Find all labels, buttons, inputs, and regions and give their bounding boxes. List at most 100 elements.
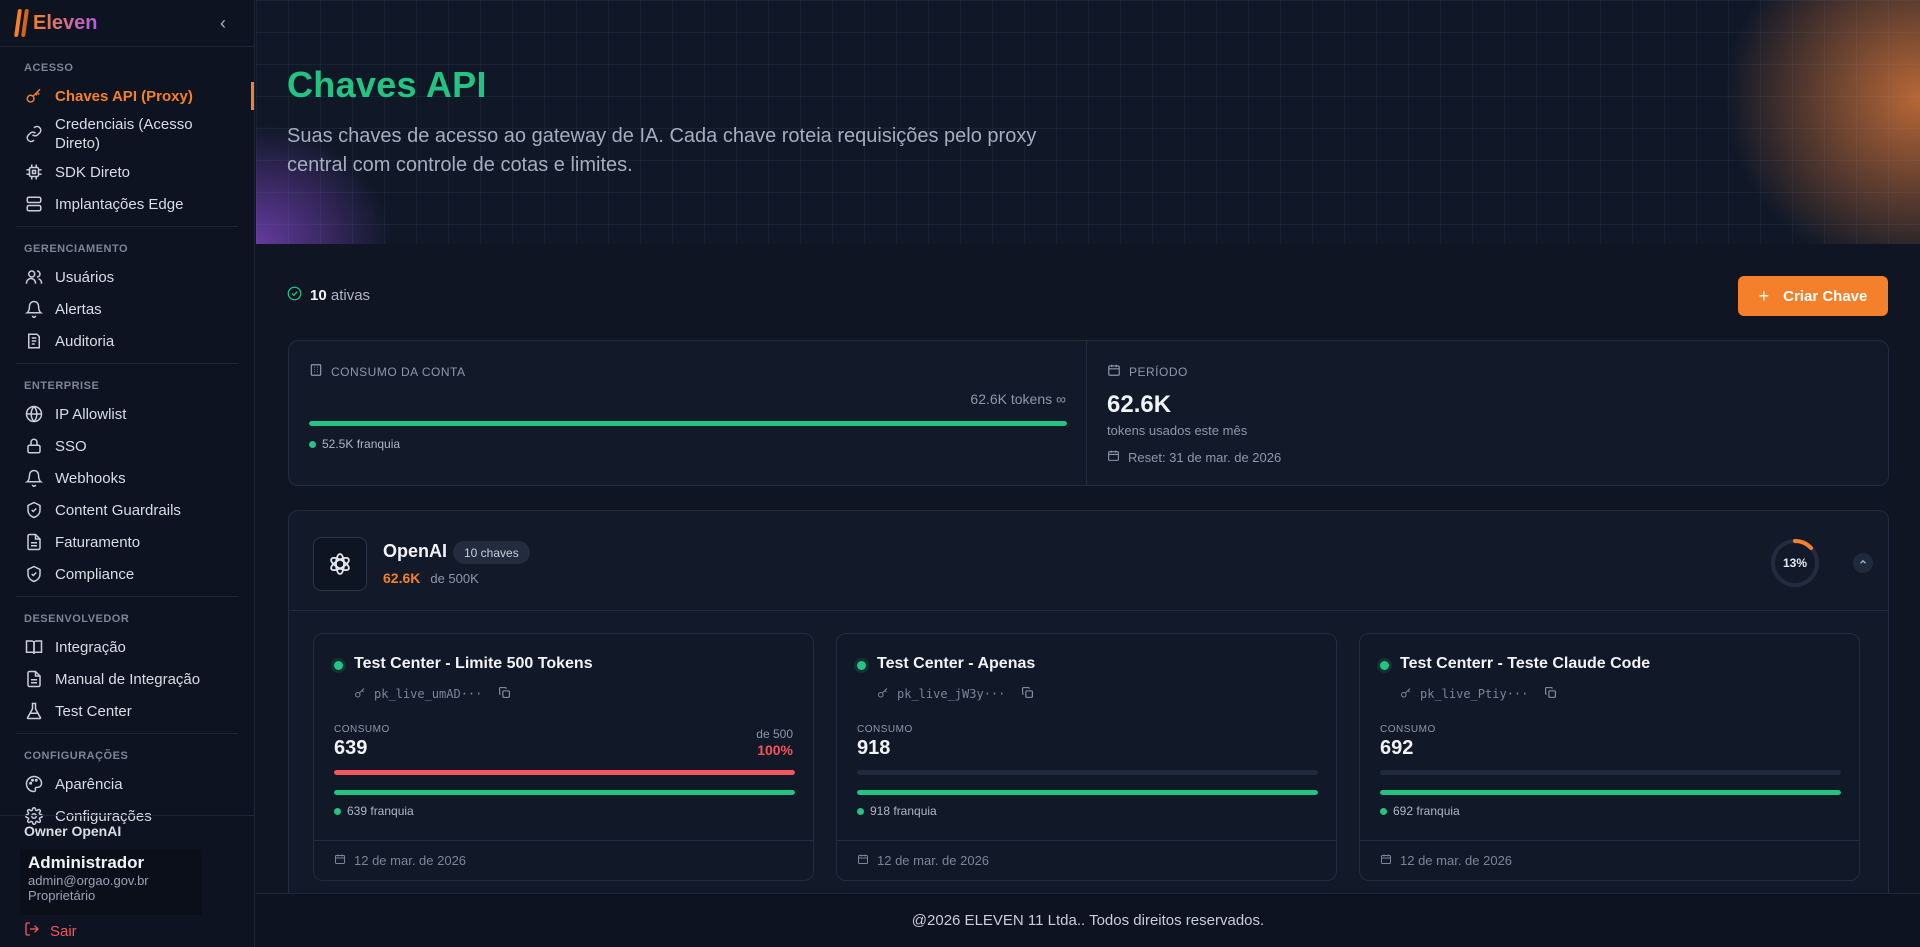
sidebar-item-label: Manual de Integração (55, 670, 201, 688)
sidebar-item-auditoria[interactable]: Auditoria (0, 325, 254, 357)
collapse-sidebar-icon[interactable]: ‹ (220, 13, 226, 33)
user-card[interactable]: Administrador admin@orgao.gov.br Proprie… (20, 849, 202, 915)
copy-icon[interactable] (1021, 686, 1034, 702)
bell-icon (24, 468, 44, 488)
collapse-provider-button[interactable] (1853, 553, 1873, 573)
user-email: admin@orgao.gov.br (28, 873, 149, 888)
create-key-button[interactable]: + Criar Chave (1738, 276, 1888, 316)
sidebar-item-faturamento[interactable]: Faturamento (0, 526, 254, 558)
sidebar-item-integracao[interactable]: Integração (0, 631, 254, 663)
main-content: Chaves API Suas chaves de acesso ao gate… (256, 0, 1920, 947)
link-icon (24, 124, 44, 144)
sidebar-item-credenciais-acesso-direto[interactable]: Credenciais (Acesso Direto) (0, 112, 254, 156)
key-prefix-text: pk_live_Ptiy··· (1420, 687, 1529, 701)
key-date-label: 12 de mar. de 2026 (354, 853, 467, 868)
footer-copyright: @2026 ELEVEN 11 Ltda.. Todos direitos re… (911, 912, 1265, 929)
sidebar-item-alertas[interactable]: Alertas (0, 293, 254, 325)
api-key-card[interactable]: Test Center - Apenas pk_live_jW3y··· CONSU… (836, 633, 1337, 881)
check-circle-icon (287, 286, 302, 305)
user-name: Administrador (28, 853, 145, 872)
sidebar-item-label: Auditoria (55, 332, 115, 350)
legend-dot (857, 807, 864, 815)
sidebar-item-ip-allowlist[interactable]: IP Allowlist (0, 398, 254, 430)
sidebar-item-label: Usuários (55, 268, 115, 286)
brand-logo-icon (14, 9, 29, 37)
calendar-icon (1380, 853, 1392, 868)
consumo-value: 692 (1380, 737, 1414, 759)
consumo-label: CONSUMO (1380, 724, 1436, 735)
provider-usage-limit: de 500K (430, 571, 479, 586)
key-prefix: pk_live_Ptiy··· (1400, 686, 1557, 702)
brand[interactable]: Eleven ‹ (0, 0, 254, 47)
provider-key-count-badge: 10 chaves (453, 541, 530, 564)
sidebar-item-manual-de-integracao[interactable]: Manual de Integração (0, 663, 254, 695)
key-cards-grid: Test Center - Limite 500 Tokens pk_live_u… (313, 633, 1860, 881)
sidebar-item-content-guardrails[interactable]: Content Guardrails (0, 494, 254, 526)
sidebar-item-sso[interactable]: SSO (0, 430, 254, 462)
sidebar-item-label: Implantações Edge (55, 195, 184, 213)
logout-label: Sair (50, 922, 77, 940)
key-icon (877, 687, 889, 702)
period-note: tokens usados este mês (1107, 423, 1248, 438)
franchise-bar-fill (1380, 790, 1841, 795)
section-label-configuracoes: CONFIGURAÇÕES (24, 750, 129, 762)
franchise-bar-fill (334, 790, 795, 795)
copy-icon[interactable] (498, 686, 511, 702)
reset-date: Reset: 31 de mar. de 2026 (1107, 449, 1281, 465)
key-icon (24, 86, 44, 106)
chevron-up-icon (1858, 557, 1868, 570)
provider-header[interactable]: OpenAI 10 chaves 62.6K de 500K 13% (289, 511, 1888, 611)
page-description: Suas chaves de acesso ao gateway de IA. … (287, 125, 1037, 176)
key-title: Test Center - Apenas (877, 655, 1036, 672)
limit-bar (334, 770, 795, 775)
franchise-bar-fill (857, 790, 1318, 795)
sidebar-item-test-center[interactable]: Test Center (0, 695, 254, 727)
key-prefix-text: pk_live_umAD··· (374, 687, 483, 701)
account-usage-panel: CONSUMO DA CONTA 62.6K tokens ∞ 52.5K fr… (289, 341, 1087, 485)
sidebar-item-aparencia[interactable]: Aparência (0, 768, 254, 800)
sidebar-divider (16, 596, 238, 597)
franchise-legend: 52.5K franquia (309, 437, 400, 451)
account-usage-bar-fill (309, 421, 1067, 426)
sidebar-item-compliance[interactable]: Compliance (0, 558, 254, 590)
legend-dot (334, 807, 341, 815)
api-key-card[interactable]: Test Center - Limite 500 Tokens pk_live_u… (313, 633, 814, 881)
key-prefix-text: pk_live_jW3y··· (897, 687, 1006, 701)
franchise-legend-label: 692 franquia (1393, 804, 1460, 818)
franchise-bar (334, 790, 795, 795)
account-tokens: 62.6K tokens ∞ (970, 391, 1066, 407)
key-limit-percent: 100% (757, 742, 793, 758)
franchise-legend-label: 52.5K franquia (322, 437, 401, 451)
key-title: Test Centerr - Teste Claude Code (1400, 655, 1651, 672)
franchise-legend: 918 franquia (857, 804, 937, 818)
sidebar-item-chaves-api-proxy[interactable]: Chaves API (Proxy) (0, 80, 254, 112)
sidebar-item-sdk-direto[interactable]: SDK Direto (0, 156, 254, 188)
sidebar-item-label: Credenciais (Acesso Direto) (55, 116, 193, 152)
sidebar-item-label: Alertas (55, 300, 102, 318)
create-key-label: Criar Chave (1783, 287, 1868, 305)
provider-card-openai: OpenAI 10 chaves 62.6K de 500K 13% Test C… (288, 510, 1889, 930)
owner-label: Owner OpenAI (24, 823, 122, 839)
consumo-value: 918 (857, 737, 891, 759)
sidebar-item-label: SDK Direto (55, 163, 131, 181)
document-icon (24, 532, 44, 552)
period-header: PERÍODO (1107, 363, 1188, 380)
logout-icon (24, 921, 40, 941)
sidebar-item-webhooks[interactable]: Webhooks (0, 462, 254, 494)
sidebar-item-usuarios[interactable]: Usuários (0, 261, 254, 293)
key-date-label: 12 de mar. de 2026 (1400, 853, 1513, 868)
sidebar-item-implantacoes-edge[interactable]: Implantações Edge (0, 188, 254, 220)
api-key-card[interactable]: Test Centerr - Teste Claude Code pk_live_… (1359, 633, 1860, 881)
lock-icon (24, 436, 44, 456)
section-label-acesso: ACESSO (24, 62, 74, 74)
section-label-gerenciamento: GERENCIAMENTO (24, 243, 129, 255)
copy-icon[interactable] (1544, 686, 1557, 702)
bell-icon (24, 299, 44, 319)
sidebar-item-label: IP Allowlist (55, 405, 127, 423)
sidebar-item-configuracoes[interactable]: Configurações (0, 800, 254, 832)
audit-icon (24, 331, 44, 351)
active-label: ativas (330, 287, 371, 304)
key-created-date: 12 de mar. de 2026 (837, 840, 1336, 880)
logout-button[interactable]: Sair (24, 921, 77, 941)
consumo-label: CONSUMO (857, 724, 913, 735)
